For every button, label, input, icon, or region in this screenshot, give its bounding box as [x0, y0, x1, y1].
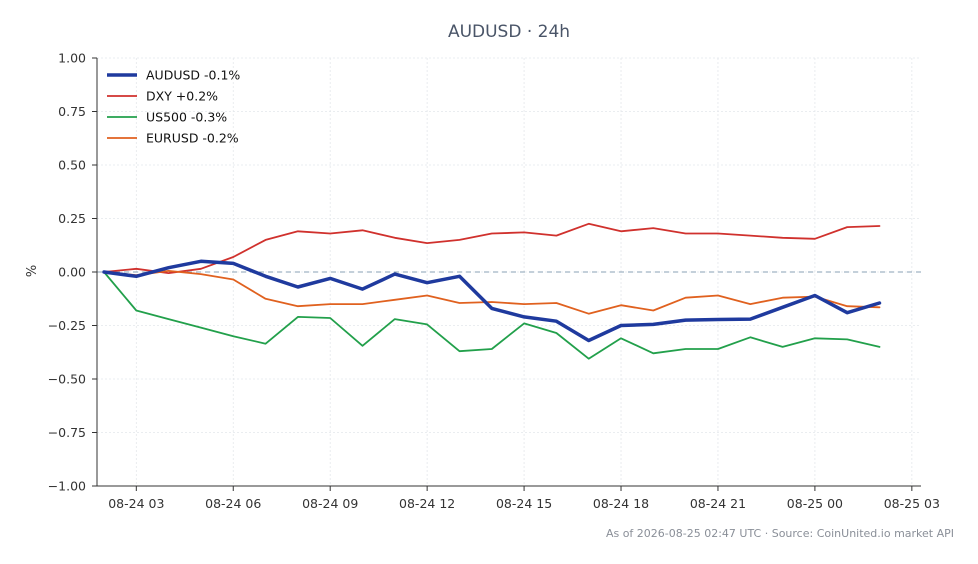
series-line-eurusd [103, 269, 881, 315]
y-axis-label: % [25, 265, 40, 277]
x-tick-label: 08-24 12 [399, 496, 455, 511]
y-tick-label: 0.50 [58, 158, 86, 173]
legend-label: DXY +0.2% [146, 89, 218, 104]
series-line-dxy [103, 222, 881, 275]
y-tick-label: −0.25 [48, 318, 86, 333]
chart-title: AUDUSD · 24h [448, 22, 570, 42]
legend-label: US500 -0.3% [146, 110, 227, 125]
y-tick-label: 1.00 [58, 51, 86, 66]
y-tick-label: 0.00 [58, 265, 86, 280]
x-tick-label: 08-24 15 [496, 496, 552, 511]
x-tick-label: 08-24 18 [593, 496, 649, 511]
y-tick-label: 0.25 [58, 211, 86, 226]
x-tick-label: 08-24 06 [205, 496, 261, 511]
x-tick-label: 08-25 00 [787, 496, 843, 511]
legend: AUDUSD -0.1% DXY +0.2% US500 -0.3% EURUSD -… [107, 68, 240, 146]
y-tick-label: 0.75 [58, 104, 86, 119]
source-note: As of 2026-08-25 02:47 UTC · Source: Coi… [606, 527, 954, 540]
y-tick-label: −0.75 [48, 425, 86, 440]
x-tick-label: 08-24 09 [302, 496, 358, 511]
series-line-audusd [102, 259, 882, 343]
x-tick-label: 08-25 03 [884, 496, 940, 511]
y-tick-label: −0.50 [48, 372, 86, 387]
legend-label: EURUSD -0.2% [146, 131, 239, 146]
axes: 1.00 0.75 0.50 0.25 0.00 −0.25 −0.50 −0.75 −1.00… [48, 51, 940, 512]
x-tick-label: 08-24 21 [690, 496, 746, 511]
series-group [102, 222, 882, 360]
y-tick-label: −1.00 [48, 479, 86, 494]
x-tick-label: 08-24 03 [108, 496, 164, 511]
legend-label: AUDUSD -0.1% [146, 68, 240, 83]
series-line-us500 [103, 271, 881, 360]
